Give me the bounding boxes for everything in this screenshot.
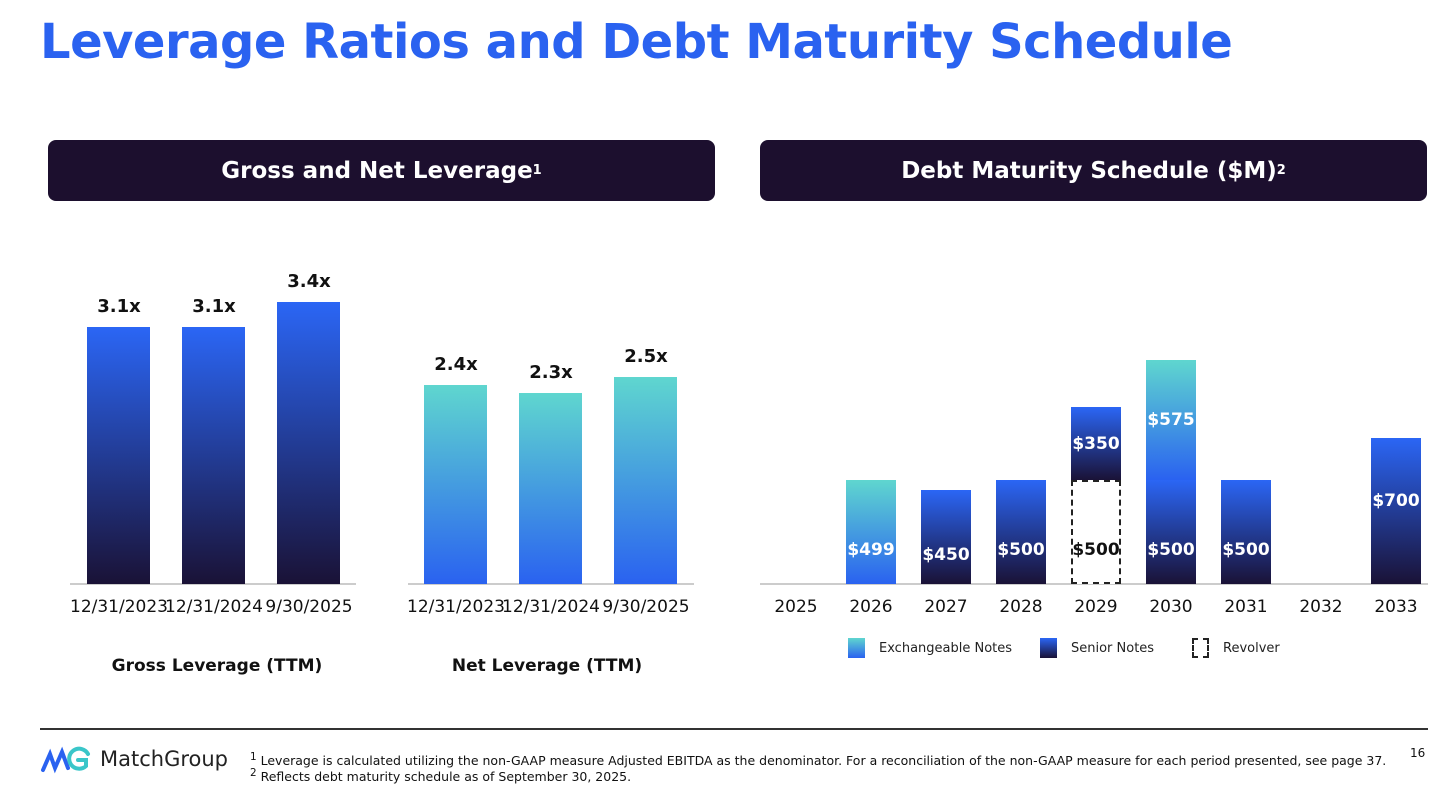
- debt-value-label: $500: [1222, 540, 1270, 560]
- senior-swatch: [1040, 638, 1057, 658]
- debt-year-label: 2033: [1374, 597, 1418, 617]
- footnote-marker: 2: [1276, 163, 1286, 178]
- net-x-label: 12/31/2023: [407, 597, 505, 617]
- debt-value-label: $500: [1072, 540, 1120, 560]
- net-value-label: 2.5x: [624, 345, 668, 367]
- footnote-marker: 1: [250, 751, 257, 763]
- debt-bar-exch: [846, 480, 896, 584]
- matchgroup-logo-icon: [41, 746, 90, 774]
- legend-label: Senior Notes: [1071, 640, 1155, 656]
- debt-bar-senior: [921, 490, 971, 584]
- net-bar: [614, 376, 677, 584]
- debt-year-label: 2030: [1149, 597, 1193, 617]
- page-title: Leverage Ratios and Debt Maturity Schedu…: [40, 14, 1233, 70]
- debt-bar-senior: [1071, 407, 1121, 480]
- footnote-marker: 2: [250, 767, 257, 779]
- gross-value-label: 3.1x: [97, 295, 141, 317]
- debt-year-label: 2031: [1224, 597, 1268, 617]
- debt-bar-senior: [1221, 480, 1271, 584]
- debt-year-label: 2032: [1299, 597, 1343, 617]
- debt-value-label: $500: [997, 540, 1045, 560]
- debt-year-label: 2029: [1074, 597, 1118, 617]
- footnote-marker: 1: [532, 163, 542, 178]
- footnote-2: 2 Reflects debt maturity schedule as of …: [250, 767, 631, 784]
- net-value-label: 2.4x: [434, 353, 478, 375]
- footnote-text: Leverage is calculated utilizing the non…: [260, 753, 1387, 769]
- leverage-header-text: Gross and Net Leverage: [221, 157, 533, 184]
- debt-value-label: $499: [847, 540, 895, 561]
- net-bar: [424, 384, 487, 584]
- gross-value-label: 3.4x: [287, 271, 331, 292]
- gross-bar: [87, 326, 150, 584]
- debt-value-label: $350: [1072, 433, 1120, 454]
- gross-value-label: 3.1x: [192, 295, 236, 317]
- gross-x-label: 12/31/2024: [165, 597, 263, 617]
- gross-bar: [182, 326, 245, 584]
- debt-value-label: $450: [922, 545, 970, 566]
- debt-bar-senior: [1371, 438, 1421, 584]
- debt-axis: [760, 583, 1428, 585]
- footnote-text: Reflects debt maturity schedule as of Se…: [260, 769, 632, 785]
- net-x-label: 9/30/2025: [602, 597, 690, 617]
- legend-label: Exchangeable Notes: [879, 640, 1013, 656]
- net-x-label: 12/31/2024: [502, 597, 600, 617]
- page-number: 16: [1410, 746, 1426, 760]
- gross-axis: [70, 583, 356, 585]
- debt-panel-header: Debt Maturity Schedule ($M) 2: [760, 140, 1427, 201]
- legend-label: Revolver: [1223, 640, 1280, 656]
- gross-x-label: 9/30/2025: [265, 597, 353, 617]
- debt-year-label: 2026: [849, 597, 893, 617]
- debt-year-label: 2027: [924, 597, 968, 617]
- leverage-panel-header: Gross and Net Leverage 1: [48, 140, 715, 201]
- footnote-1: 1 Leverage is calculated utilizing the n…: [250, 751, 1386, 768]
- debt-header-text: Debt Maturity Schedule ($M): [901, 157, 1277, 184]
- debt-bar-exch: [1146, 360, 1196, 480]
- debt-bar-senior: [1146, 480, 1196, 584]
- footer-divider: [40, 728, 1428, 730]
- debt-value-label: $575: [1147, 410, 1195, 431]
- debt-year-label: 2025: [774, 597, 818, 617]
- gross-leverage-title: Gross Leverage (TTM): [111, 656, 323, 676]
- legend-revolver: Revolver: [1192, 638, 1280, 658]
- debt-year-label: 2028: [999, 597, 1043, 617]
- gross-x-label: 12/31/2023: [70, 597, 168, 617]
- gross-bar: [277, 302, 340, 584]
- debt-value-label: $700: [1372, 491, 1420, 512]
- net-bar: [519, 393, 582, 584]
- net-value-label: 2.3x: [529, 362, 573, 384]
- legend-exchangeable: Exchangeable Notes: [848, 638, 1012, 658]
- debt-bar-senior: [996, 480, 1046, 584]
- logo-text: MatchGroup: [100, 747, 229, 771]
- legend-senior: Senior Notes: [1040, 638, 1154, 658]
- matchgroup-logo: MatchGroup: [40, 744, 228, 774]
- debt-value-label: $500: [1147, 540, 1195, 560]
- net-axis: [408, 583, 694, 585]
- debt-bar-revolver: [1071, 480, 1121, 584]
- exchangeable-swatch: [848, 638, 865, 658]
- net-leverage-title: Net Leverage (TTM): [451, 656, 643, 676]
- revolver-swatch: [1192, 638, 1209, 658]
